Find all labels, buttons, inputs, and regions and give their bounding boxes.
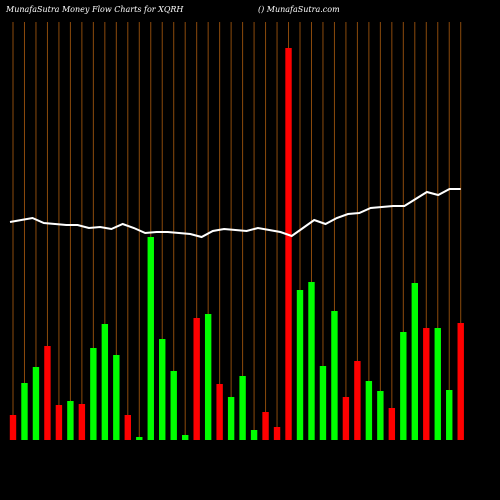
bar <box>423 328 430 440</box>
chart-title: MunafaSutra Money Flow Charts for XQRH <box>5 5 184 14</box>
bar <box>204 314 212 440</box>
bar <box>308 282 315 440</box>
bar <box>285 48 292 440</box>
bar <box>170 371 177 440</box>
bar <box>227 397 235 440</box>
bar <box>365 381 373 440</box>
bar <box>78 404 86 440</box>
bar <box>193 318 200 440</box>
bar <box>124 415 131 440</box>
bar <box>250 430 258 440</box>
bar <box>273 427 281 440</box>
bar <box>182 435 189 440</box>
bar <box>354 361 361 440</box>
bar <box>147 237 154 440</box>
bar <box>21 383 28 440</box>
bar <box>136 437 143 440</box>
bar <box>67 401 74 440</box>
bar <box>457 323 464 440</box>
bar <box>113 355 120 440</box>
bar <box>101 324 109 440</box>
bar <box>216 384 223 440</box>
chart-subtitle: () MunafaSutra.com <box>258 5 340 14</box>
bar <box>319 366 327 440</box>
bar <box>9 415 17 440</box>
bar <box>388 408 396 440</box>
bar <box>90 348 97 440</box>
bar <box>262 412 269 440</box>
bar <box>296 290 304 440</box>
bar <box>411 283 418 440</box>
bar <box>400 332 407 440</box>
bar <box>342 397 350 440</box>
bar <box>331 311 338 440</box>
bar <box>446 390 453 440</box>
price-line <box>9 188 461 239</box>
bar <box>239 376 246 440</box>
bar <box>434 328 441 440</box>
bar <box>377 391 384 440</box>
bar <box>55 405 63 440</box>
bar <box>32 367 40 440</box>
bar <box>159 339 166 440</box>
bar <box>44 346 51 440</box>
